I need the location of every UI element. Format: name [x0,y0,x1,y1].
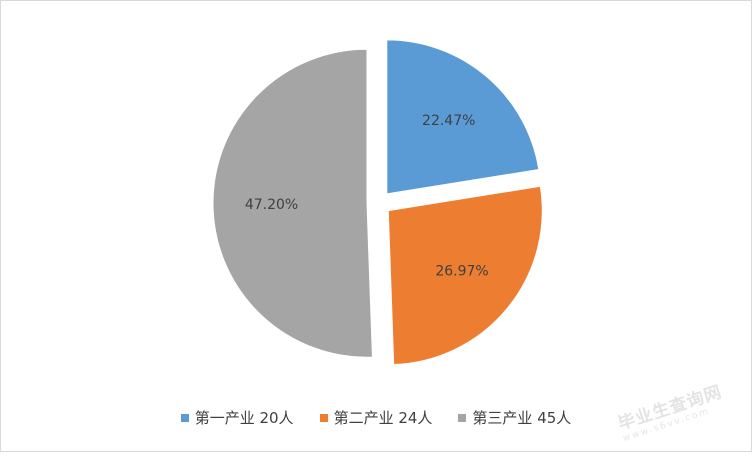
slice-primary [386,39,540,195]
legend-swatch-tertiary [458,413,467,422]
legend-item-tertiary: 第三产业 45人 [458,407,571,428]
legend-label-secondary: 第二产业 24人 [333,409,433,427]
legend-swatch-primary [180,413,189,422]
legend-label-tertiary: 第三产业 45人 [472,409,572,427]
legend-item-secondary: 第二产业 24人 [319,407,433,428]
pie-chart: 22.47% 26.97% 47.20% [212,39,543,366]
legend-item-primary: 第一产业 20人 [180,407,294,428]
pie-data-labels: 22.47% 26.97% 47.20% [245,113,489,279]
slice-label-secondary: 26.97% [435,263,488,279]
slice-label-tertiary: 47.20% [245,197,298,213]
legend: 第一产业 20人 第二产业 24人 第三产业 45人 [1,407,751,428]
slice-tertiary [212,48,373,358]
slice-secondary [387,185,543,366]
legend-swatch-secondary [319,413,328,422]
pie-slices [212,39,543,366]
slice-label-primary: 22.47% [422,113,475,129]
legend-label-primary: 第一产业 20人 [194,409,294,427]
